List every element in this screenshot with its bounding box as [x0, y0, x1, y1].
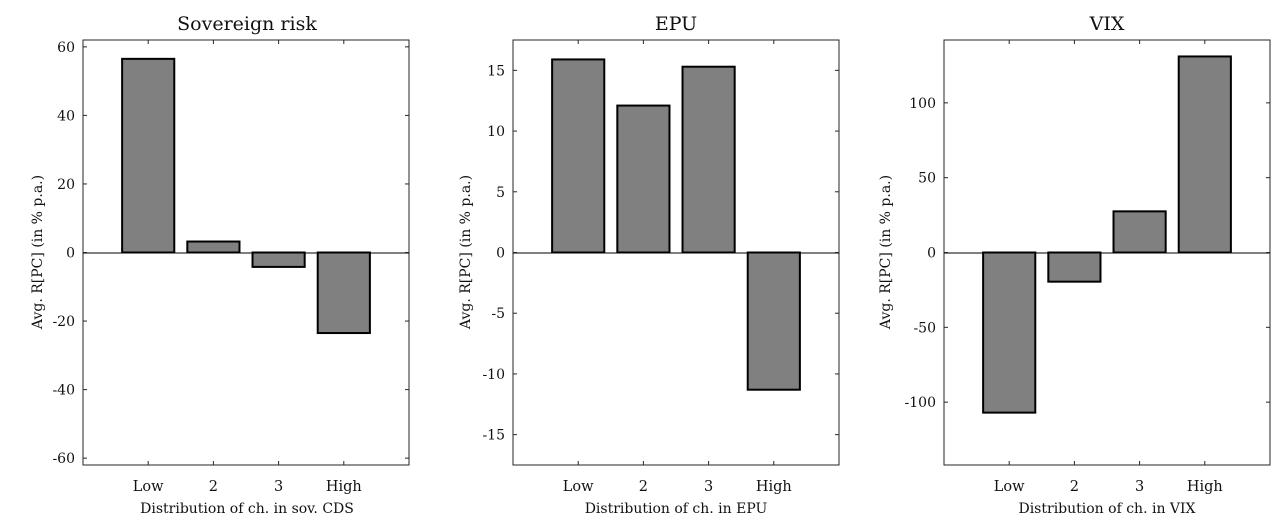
y-tick-label: -20	[52, 314, 75, 330]
bar-2	[1047, 251, 1102, 283]
y-tick-label: -15	[482, 428, 505, 444]
y-tick-label: 10	[487, 124, 505, 140]
bar-high	[1177, 55, 1232, 254]
x-tick-label: Low	[563, 479, 594, 495]
bar-high	[316, 251, 371, 335]
y-tick-label: 0	[66, 246, 75, 262]
bar-group	[121, 57, 371, 335]
x-axis-label: Distribution of ch. in sov. CDS	[140, 501, 354, 517]
bar-group	[982, 55, 1232, 414]
x-tick-label: High	[1187, 479, 1223, 495]
y-axis-label: Avg. R[PC] (in % p.a.)	[458, 175, 474, 330]
y-axis-label: Avg. R[PC] (in % p.a.)	[878, 175, 894, 330]
y-tick-label: 0	[496, 246, 505, 262]
panel-epu: EPU Avg. R[PC] (in % p.a.) Distribution …	[458, 13, 840, 517]
y-ticks: -60 -40 -20 0 20 40 60	[52, 40, 409, 467]
y-axis-label: Avg. R[PC] (in % p.a.)	[30, 175, 46, 330]
bar-2	[186, 240, 241, 254]
bar-2	[616, 104, 671, 254]
x-tick-label: High	[326, 479, 362, 495]
x-ticks: Low 2 3 High	[994, 40, 1223, 495]
x-tick-label: 3	[1135, 479, 1144, 495]
y-ticks: -15 -10 -5 0 5 10 15	[482, 63, 839, 444]
x-tick-label: 3	[704, 479, 713, 495]
y-tick-label: -40	[52, 383, 75, 399]
chart-title: VIX	[1089, 13, 1125, 35]
y-tick-label: 100	[909, 96, 936, 112]
y-tick-label: 0	[927, 246, 936, 262]
y-tick-label: 20	[57, 177, 75, 193]
y-tick-label: -10	[482, 367, 505, 383]
x-tick-label: High	[756, 479, 792, 495]
x-tick-label: 2	[209, 479, 218, 495]
x-tick-label: Low	[133, 479, 164, 495]
chart-title: EPU	[655, 13, 697, 35]
y-tick-label: 5	[496, 185, 505, 201]
bar-3	[681, 65, 736, 254]
y-ticks: -100 -50 0 50 100	[905, 96, 1270, 411]
bar-low	[982, 251, 1037, 414]
x-axis-label: Distribution of ch. in VIX	[1018, 501, 1195, 517]
panel-sovereign-risk: Sovereign risk Avg. R[PC] (in % p.a.) Di…	[30, 13, 410, 517]
x-tick-label: 3	[274, 479, 283, 495]
bar-low	[121, 57, 176, 254]
y-tick-label: 50	[918, 171, 936, 187]
bar-low	[551, 58, 606, 254]
y-tick-label: 60	[57, 40, 75, 56]
bar-3	[1112, 210, 1167, 254]
x-tick-label: 2	[639, 479, 648, 495]
x-ticks: Low 2 3 High	[133, 40, 362, 495]
y-tick-label: -60	[52, 451, 75, 467]
panel-vix: VIX Avg. R[PC] (in % p.a.) Distribution …	[878, 13, 1271, 517]
y-tick-label: -5	[491, 306, 505, 322]
y-tick-label: -50	[913, 320, 936, 336]
x-tick-label: Low	[994, 479, 1025, 495]
y-tick-label: 15	[487, 63, 505, 79]
bar-high	[746, 251, 801, 391]
y-tick-label: 40	[57, 108, 75, 124]
y-tick-label: -100	[905, 395, 936, 411]
x-ticks: Low 2 3 High	[563, 40, 792, 495]
bar-3	[251, 251, 306, 268]
bar-group	[551, 58, 801, 391]
x-tick-label: 2	[1070, 479, 1079, 495]
chart-title: Sovereign risk	[177, 13, 317, 35]
x-axis-label: Distribution of ch. in EPU	[585, 501, 768, 517]
